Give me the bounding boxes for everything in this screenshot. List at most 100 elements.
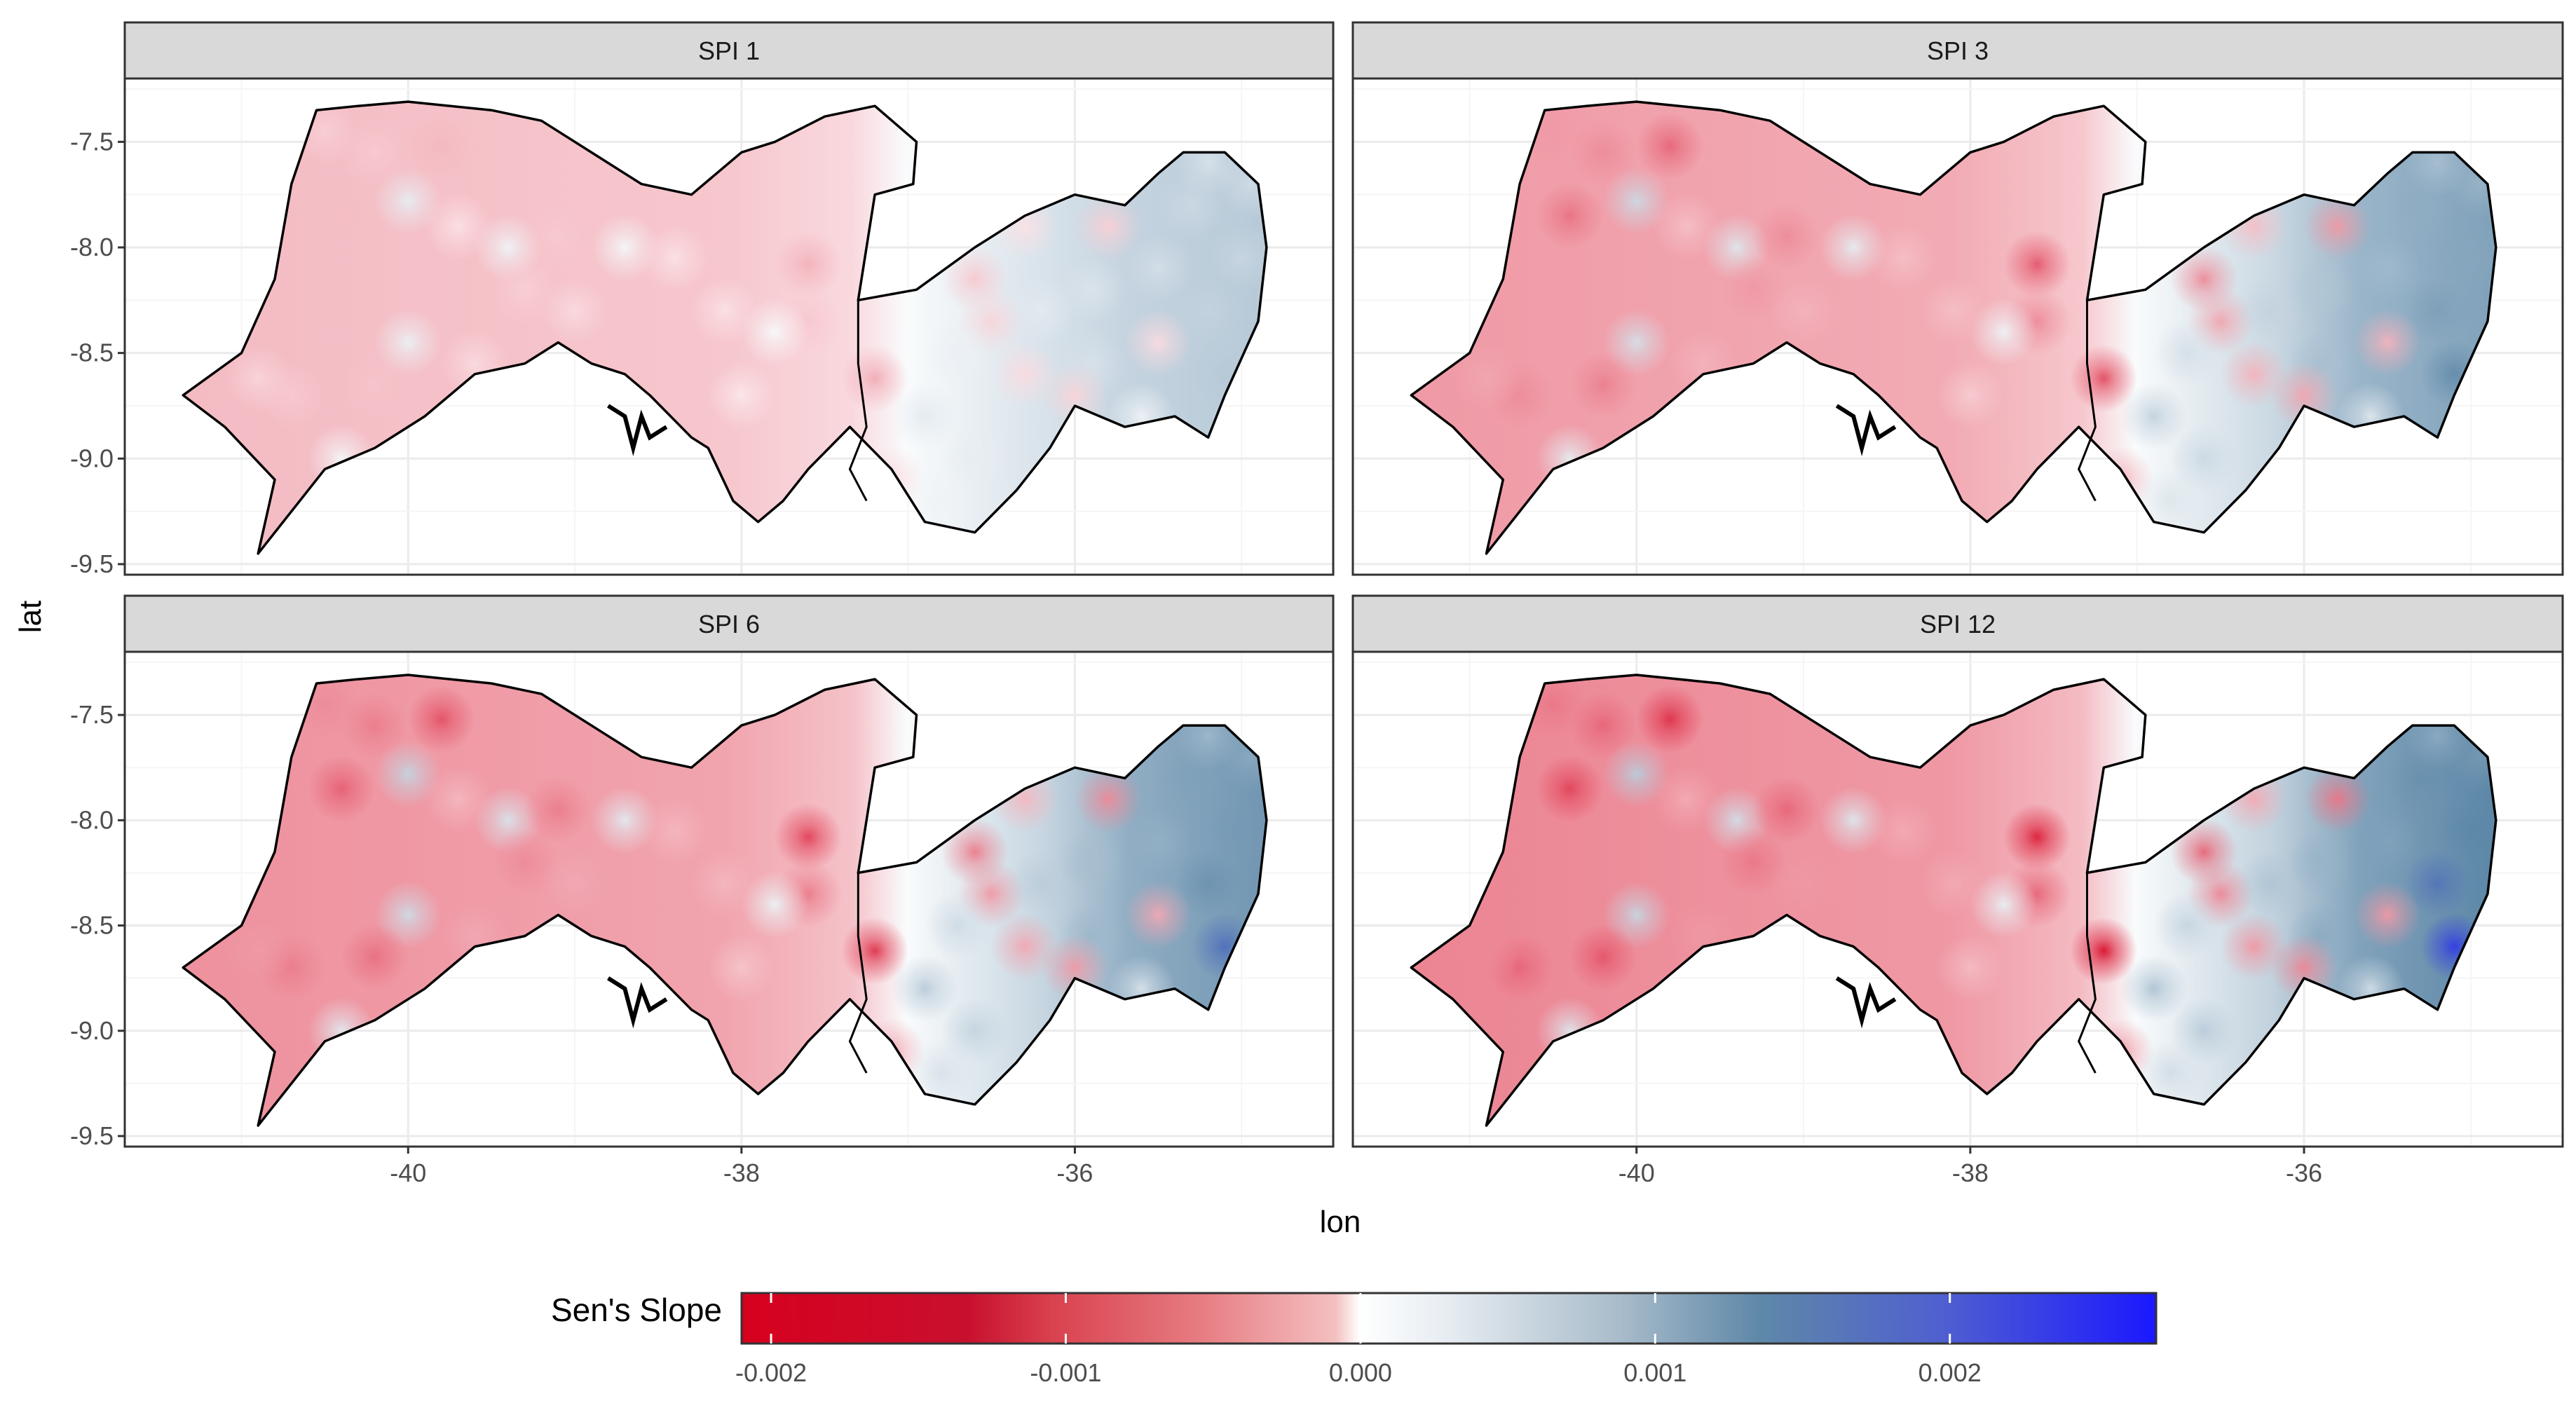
station-point [591,214,659,282]
station-point [2003,231,2071,299]
station-point [924,891,992,959]
station-point [2404,849,2472,917]
facet-strip-title: SPI 12 [1920,610,1996,638]
station-point [1636,685,1704,753]
facet-strip [1351,21,2564,80]
station-point [1208,224,1267,292]
station-point [2437,797,2496,865]
x-tick-label: -40 [390,1159,426,1187]
station-point [1174,849,1242,917]
station-point [308,755,376,823]
station-point [1869,224,1937,292]
station-point [2120,955,2188,1023]
station-point [341,923,409,991]
station-point [341,118,409,186]
station-point [1536,755,1604,823]
x-tick-label: -40 [1618,1159,1655,1187]
y-tick-label: -9.0 [70,1016,114,1045]
station-point [891,955,959,1023]
station-point [1920,277,1988,345]
facet-panel: SPI 6 -7.5 -8.0 -8.5 -9.0 -9.5 -40 -38 -36 [70,594,1335,1187]
station-point [707,934,775,1002]
station-point [774,231,842,299]
y-tick-label: -7.5 [70,127,114,156]
facet-strip [1351,594,2564,653]
station-point [1536,182,1604,250]
station-point [374,167,442,235]
legend: Sen's Slope -0.002 -0.001 0.000 0.001 0.002 [551,1292,2158,1387]
legend-colorbar [740,1292,2158,1345]
legend-ticks: -0.002 -0.001 0.000 0.001 0.002 [735,1293,1982,1387]
station-point [541,849,609,917]
region-border [2077,300,2097,502]
station-point [2354,881,2422,949]
station-point [1124,881,1192,949]
station-point [2287,828,2354,896]
facet-panels: SPI 1 -7.5 -8.0 -8.5 -9.0 -9.5 SPI 3 SPI 6 -7.5 -… [70,21,2564,1187]
station-point [541,277,609,345]
facet-strip [123,594,1335,653]
facet-strip [123,21,1335,80]
station-point [691,277,759,345]
region-border [2077,873,2097,1074]
station-point [908,467,976,535]
y-tick-label: -8.5 [70,339,114,367]
river-reservoir [607,976,668,1029]
station-point [707,361,775,429]
station-point [1074,765,1142,833]
station-point [1869,797,1937,865]
facet-panel: SPI 12 -40 -38 -36 [1351,594,2564,1187]
station-point [1936,934,2004,1002]
station-point [2137,1039,2204,1107]
region-border [848,300,868,502]
x-tick-label: -38 [1952,1159,1989,1187]
state-outline [182,100,1268,555]
station-point [407,112,475,180]
y-tick-label: -8.5 [70,911,114,940]
facet-panel: SPI 1 -7.5 -8.0 -8.5 -9.0 -9.5 [70,21,1335,578]
station-point [1569,350,1637,418]
legend-tick-label: -0.001 [1030,1358,1101,1387]
station-point [2153,319,2221,387]
station-point [2404,277,2472,345]
station-point [591,786,659,854]
legend-tick-label: 0.000 [1329,1358,1392,1387]
panel-border [123,650,1335,1148]
station-point [2120,383,2188,451]
station-point [1124,308,1192,376]
station-point [1636,112,1704,180]
station-point [1074,192,1142,260]
station-point [1452,917,1520,985]
station-point [891,383,959,451]
legend-tick-label: 0.002 [1919,1358,1982,1387]
station-point [774,803,842,871]
x-tick-label: -36 [2286,1159,2322,1187]
station-point [1769,849,1837,917]
station-point [1602,740,1670,808]
station-point [924,319,992,387]
state-outline [1410,100,2497,555]
x-axis-title: lon [1320,1205,1361,1239]
facet-strip-title: SPI 3 [1927,36,1989,65]
station-point [641,797,709,865]
station-point [2153,891,2221,959]
legend-tick-label: -0.002 [735,1358,807,1387]
station-point [341,692,409,760]
station-point [691,849,759,917]
station-point [2303,765,2371,833]
station-point [308,182,376,250]
panel-border [1351,650,2564,1148]
station-point [908,1039,976,1107]
station-point [1569,923,1637,991]
station-point [2354,807,2422,875]
y-tick-label: -8.0 [70,233,114,261]
station-point [1124,235,1192,303]
river-reservoir [1835,404,1897,456]
facet-strip-title: SPI 1 [698,36,760,65]
facet-strip-title: SPI 6 [698,610,760,638]
river-reservoir [1835,976,1897,1029]
y-tick-label: -9.5 [70,1121,114,1150]
station-point [2137,467,2204,535]
station-point [1208,797,1267,865]
